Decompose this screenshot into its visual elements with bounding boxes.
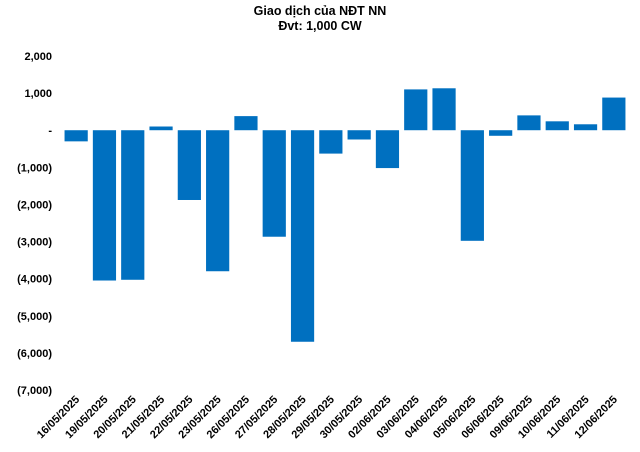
y-tick-label: (5,000) [17,311,52,323]
bar [206,130,230,272]
bar [460,130,484,241]
bar [602,97,626,131]
y-tick-label: (1,000) [17,162,52,174]
y-tick-label: (3,000) [17,237,52,249]
y-tick-label: (2,000) [17,199,52,211]
chart-subtitle: Đvt: 1,000 CW [278,19,362,33]
bar [234,116,258,131]
bar [319,130,343,154]
x-axis: 16/05/202519/05/202520/05/202521/05/2025… [35,394,620,441]
bar [573,124,598,131]
y-tick-label: - [48,125,52,137]
bar [404,89,428,131]
y-tick-label: (6,000) [17,348,52,360]
bar [92,130,117,281]
bar [432,88,456,131]
bar [64,130,88,142]
y-tick-label: 1,000 [24,88,52,100]
y-tick-label: (7,000) [17,385,52,397]
y-tick-label: 2,000 [24,51,52,63]
bar [489,130,513,136]
bar [517,115,541,131]
bar [121,130,145,280]
bar [177,130,201,200]
bar [545,121,569,131]
y-tick-label: (4,000) [17,274,52,286]
bar [347,130,371,140]
chart-title: Giao dịch của NĐT NN [253,4,387,18]
chart-header: Giao dịch của NĐT NN Đvt: 1,000 CW [0,4,640,34]
bar [262,130,286,237]
bar-series [64,88,626,342]
bar [375,130,400,169]
bar [290,130,315,342]
y-axis: 2,000 1,000 - (1,000) (2,000) (3,000) (4,000) (… [17,51,52,397]
bar [149,126,173,131]
